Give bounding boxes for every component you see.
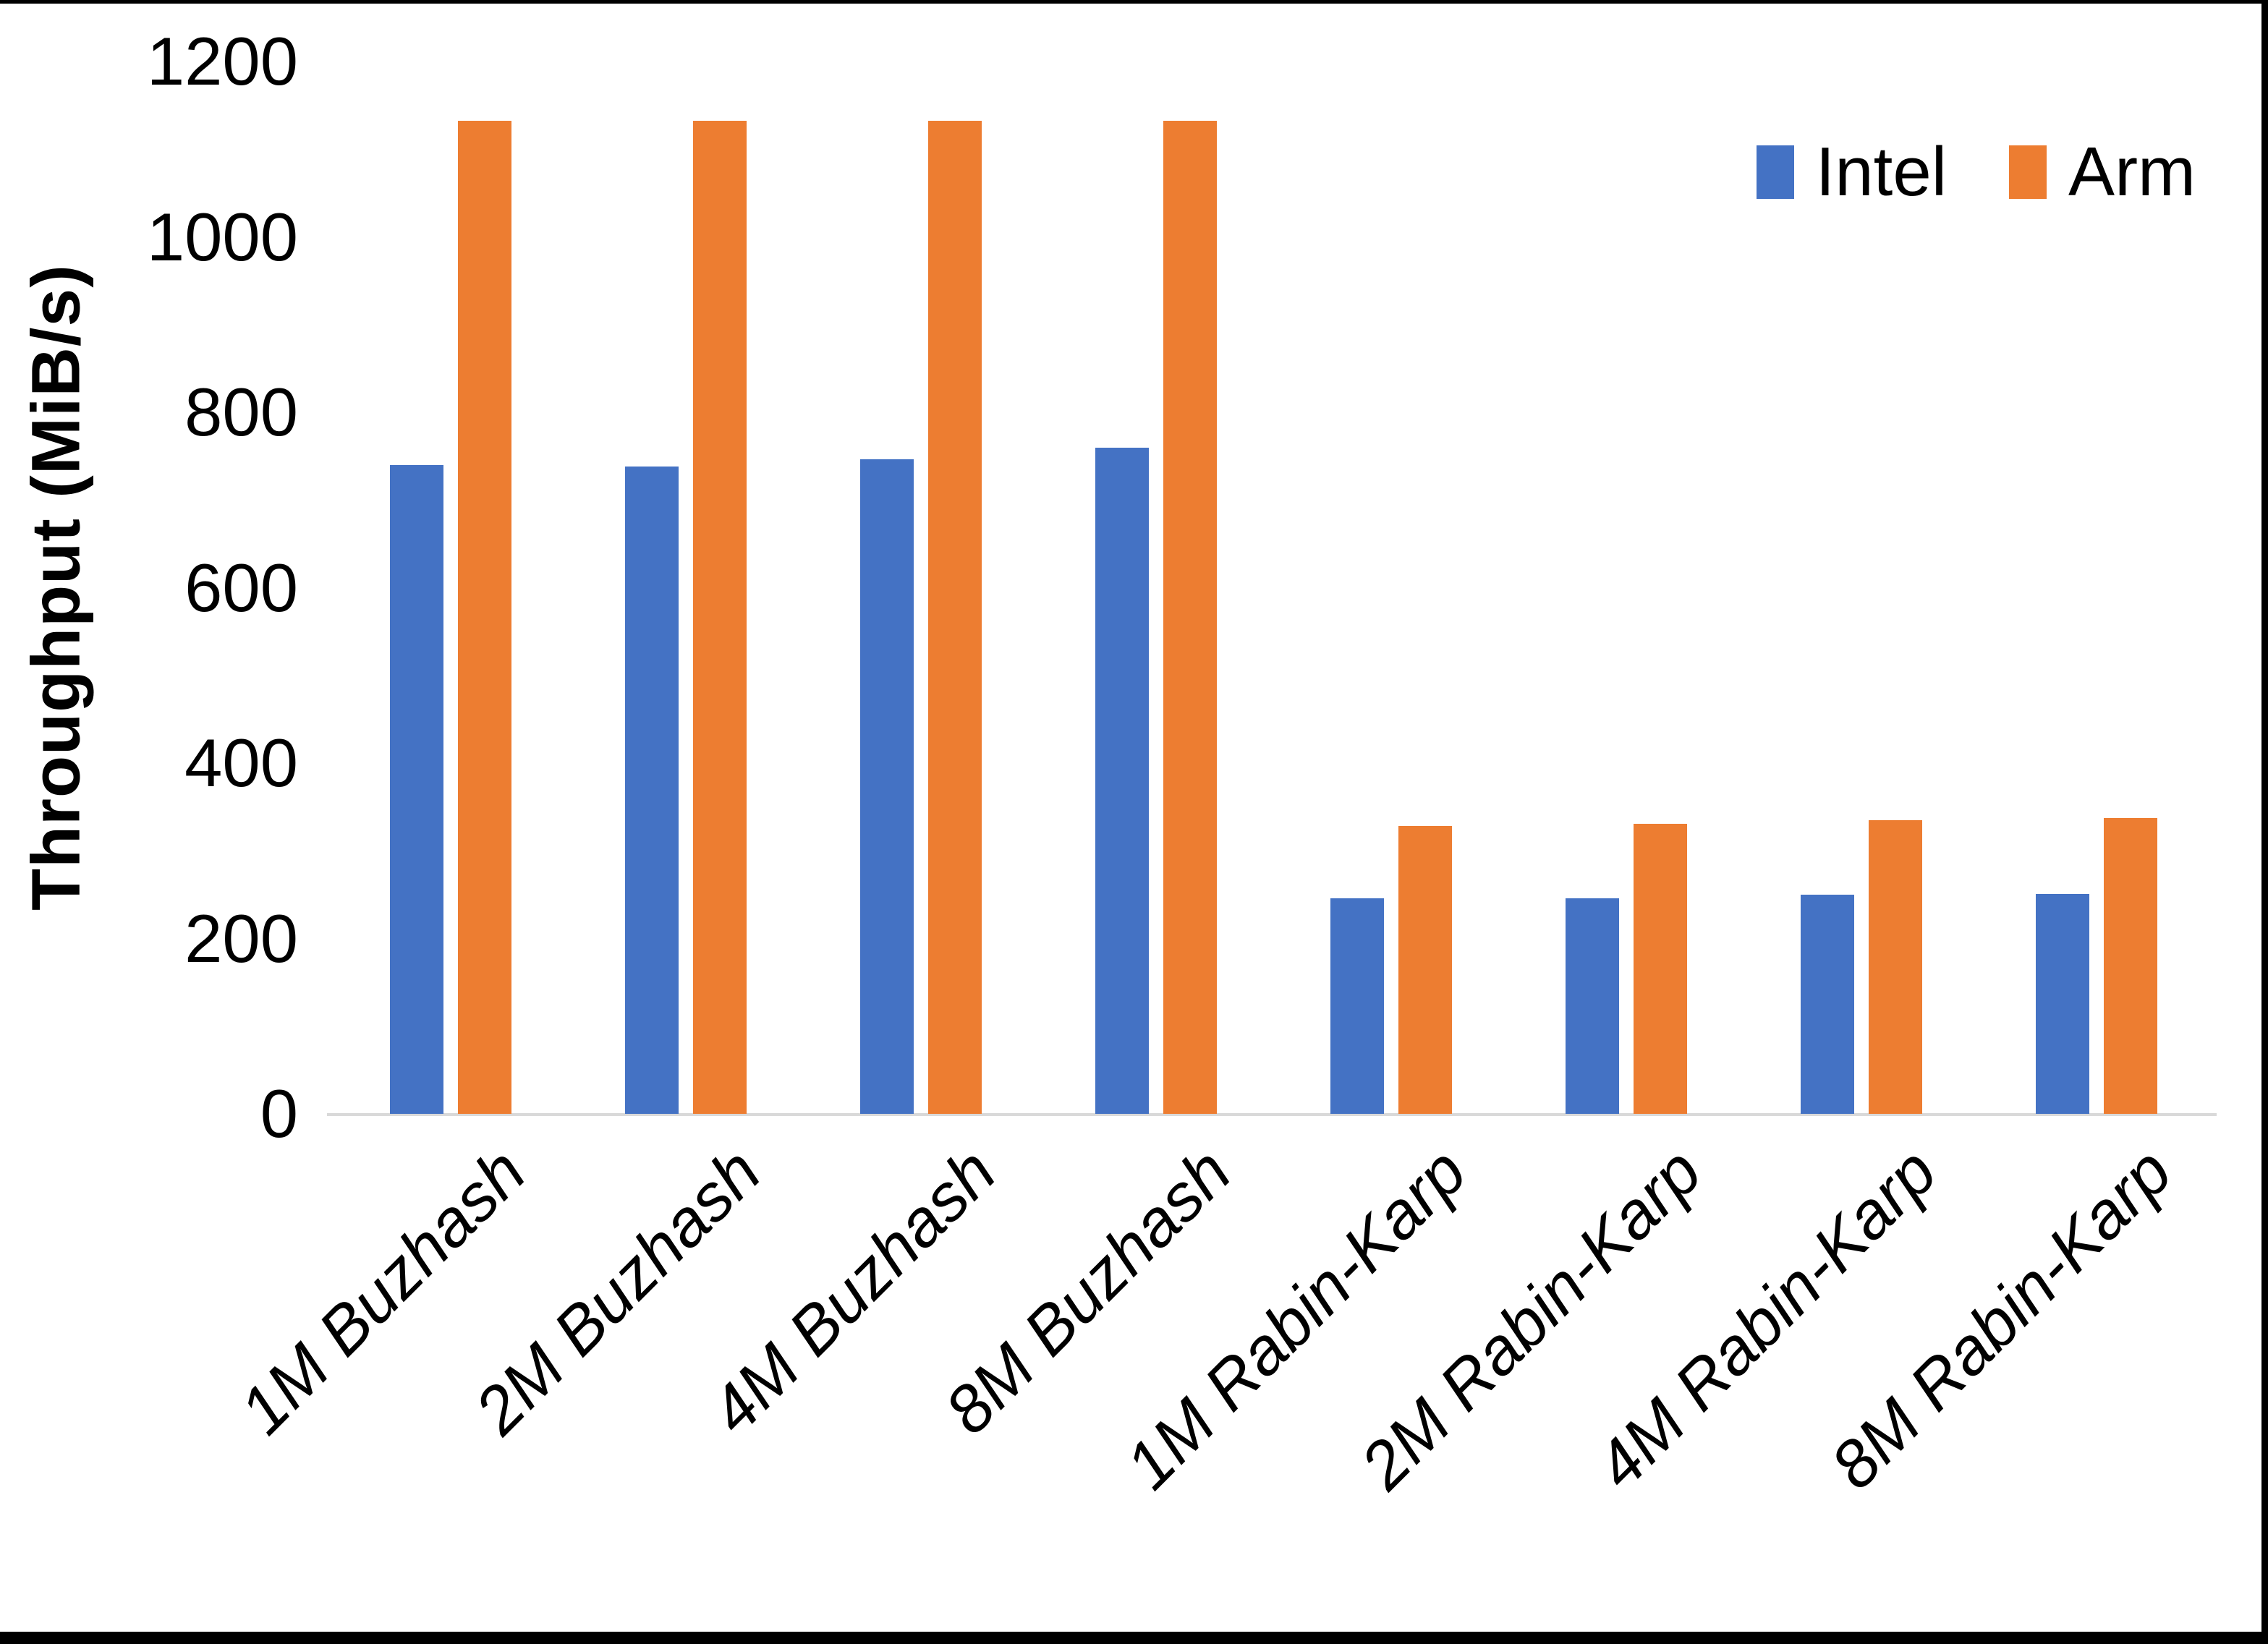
bar-group-4m-rabin-karp (1744, 61, 1979, 1114)
legend-item-arm: Arm (2009, 137, 2196, 207)
y-tick-1000: 1000 (146, 198, 298, 275)
legend-label-arm: Arm (2068, 133, 2196, 210)
bar-arm-4m-buzhash (927, 121, 982, 1114)
bar-group-8m-rabin-karp (1979, 61, 2214, 1114)
y-tick-0: 0 (260, 1076, 298, 1151)
bar-intel-4m-rabin-karp (1800, 894, 1854, 1114)
legend: Intel Arm (1756, 133, 2196, 210)
legend-item-intel: Intel (1756, 133, 1948, 210)
bar-group-8m-buzhash (1038, 61, 1273, 1114)
bar-arm-2m-buzhash (692, 121, 747, 1114)
y-axis-tick-labels: 0 200 400 600 800 1000 1200 (0, 27, 298, 1148)
bar-intel-2m-buzhash (624, 467, 679, 1114)
bar-arm-2m-rabin-karp (1633, 823, 1687, 1114)
bar-intel-2m-rabin-karp (1565, 898, 1619, 1114)
page-border-top (0, 0, 2268, 4)
bar-arm-8m-rabin-karp (2103, 818, 2157, 1114)
bar-group-2m-buzhash (568, 61, 803, 1114)
legend-swatch-arm (2009, 145, 2047, 199)
legend-label-intel: Intel (1815, 133, 1948, 210)
bar-arm-4m-rabin-karp (1868, 819, 1922, 1114)
y-tick-800: 800 (184, 374, 298, 450)
legend-swatch-intel (1756, 145, 1794, 199)
bar-group-4m-buzhash (803, 61, 1038, 1114)
bar-intel-4m-buzhash (859, 459, 914, 1114)
page-border-right (2261, 0, 2268, 1644)
bar-intel-8m-rabin-karp (2035, 893, 2089, 1114)
bar-arm-8m-buzhash (1163, 121, 1217, 1114)
y-tick-600: 600 (184, 549, 298, 626)
y-tick-200: 200 (184, 900, 298, 976)
bar-intel-8m-buzhash (1095, 447, 1149, 1114)
bar-group-1m-rabin-karp (1273, 61, 1508, 1114)
y-tick-1200: 1200 (146, 23, 298, 99)
x-axis-category-labels: 1M Buzhash 2M Buzhash 4M Buzhash 8M Buzhash… (226, 1134, 2214, 1629)
bar-group-2m-rabin-karp (1508, 61, 1744, 1114)
x-axis-line (327, 1113, 2217, 1116)
bar-intel-1m-buzhash (389, 464, 443, 1114)
y-tick-400: 400 (184, 725, 298, 801)
bar-arm-1m-rabin-karp (1398, 826, 1452, 1114)
page-border-bottom (0, 1632, 2268, 1644)
bar-group-1m-buzhash (333, 61, 568, 1114)
plot-area (327, 61, 2217, 1116)
bar-arm-1m-buzhash (457, 121, 511, 1114)
bar-intel-1m-rabin-karp (1330, 898, 1384, 1114)
